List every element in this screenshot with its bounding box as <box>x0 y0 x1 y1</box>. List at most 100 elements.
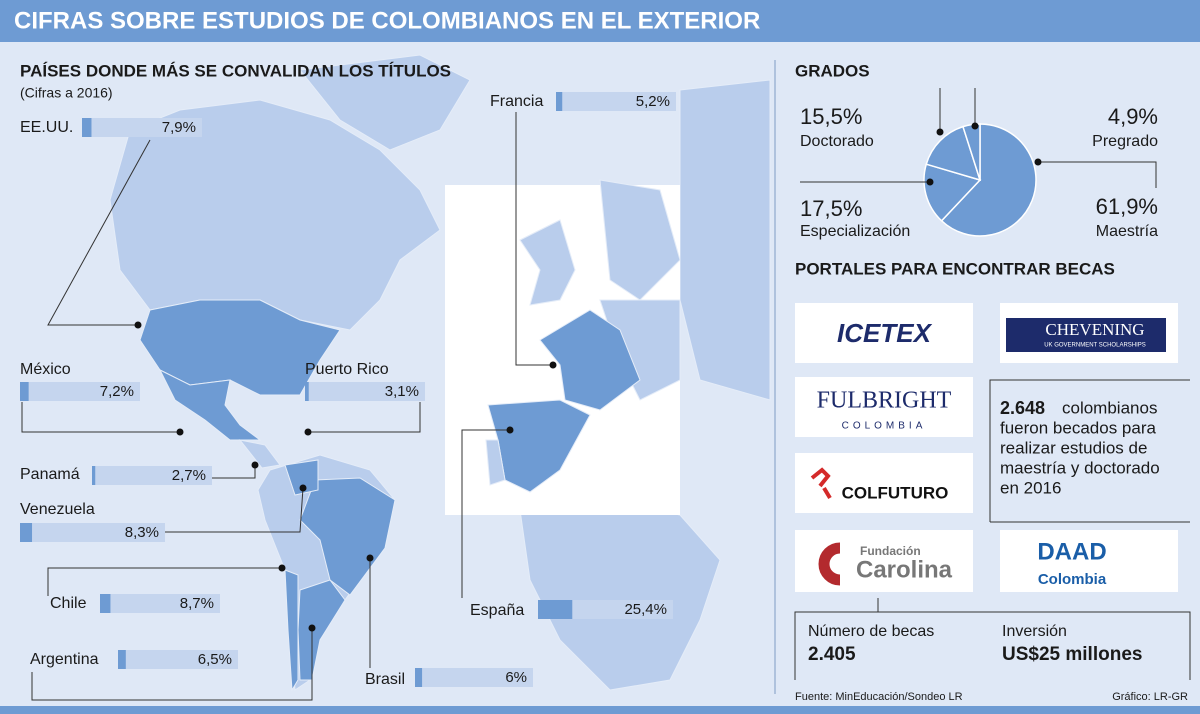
logo-text: Fundación <box>860 544 921 558</box>
value-label: 2,7% <box>172 467 206 484</box>
canada <box>109 99 441 331</box>
note-number: 2.648 <box>1000 398 1045 418</box>
leader-dot <box>549 361 557 369</box>
logo-text: FULBRIGHT <box>817 388 952 414</box>
value-label: 6,5% <box>198 651 232 668</box>
country-label: EE.UU. <box>20 119 73 136</box>
logos: ICETEX CHEVENING UK GOVERNMENT SCHOLARSH… <box>795 303 1178 592</box>
bar <box>556 92 563 111</box>
asia <box>679 79 771 401</box>
pie-value-label: 61,9% <box>1096 194 1158 219</box>
pie-slice <box>923 163 982 222</box>
leader-dot <box>308 624 316 632</box>
pie-leader-dot <box>1034 158 1042 166</box>
bar-track <box>556 92 676 111</box>
country-label: México <box>20 361 71 378</box>
leader-dot <box>506 426 514 434</box>
bar-track <box>415 668 533 687</box>
value-label: 8,3% <box>125 524 159 541</box>
bar-track <box>20 523 165 542</box>
stat-label: Número de becas <box>808 623 934 640</box>
greenland <box>299 54 471 151</box>
mexico <box>158 368 262 441</box>
venezuela <box>284 459 319 496</box>
logo-text: CHEVENING <box>1045 320 1144 339</box>
world-map <box>109 54 771 692</box>
main-title: CIFRAS SOBRE ESTUDIOS DE COLOMBIANOS EN … <box>14 7 760 34</box>
logo-box <box>795 377 973 437</box>
leader <box>515 112 553 366</box>
logo-text: ICETEX <box>837 318 933 348</box>
logo-text: DAAD <box>1037 538 1106 565</box>
bar <box>305 382 309 401</box>
leader <box>31 628 313 701</box>
country-label: Francia <box>490 93 543 110</box>
pie-title: GRADOS <box>795 61 870 80</box>
country-label: Argentina <box>30 651 99 668</box>
leader <box>308 402 421 433</box>
portals-title: PORTALES PARA ENCONTRAR BECAS <box>795 259 1115 278</box>
note-text: en 2016 <box>1000 478 1061 497</box>
bar <box>82 118 92 137</box>
leader-dot <box>176 428 184 436</box>
bar-track <box>20 382 140 401</box>
stat-value: 2.405 <box>808 644 856 665</box>
bar <box>415 668 423 687</box>
chile <box>284 569 299 692</box>
logo-text: COLFUTURO <box>842 483 949 502</box>
map-title: PAÍSES DONDE MÁS SE CONVALIDAN LOS TÍTUL… <box>20 61 451 80</box>
value-label: 3,1% <box>385 383 419 400</box>
leader <box>212 465 256 479</box>
bar <box>118 650 126 669</box>
note-text: maestría y doctorado <box>1000 458 1160 477</box>
leader <box>165 487 304 533</box>
map-subtitle: (Cifras a 2016) <box>20 85 113 101</box>
value-label: 6% <box>505 669 527 686</box>
country-label: España <box>470 602 524 619</box>
value-label: 25,4% <box>624 601 667 618</box>
bottom-bar <box>0 706 1200 714</box>
leader <box>21 402 180 433</box>
pie-category: Especialización <box>800 223 910 240</box>
logo-text: COLOMBIA <box>842 421 927 432</box>
bar-track <box>305 382 425 401</box>
pie-chart: 61,9% Maestría 17,5% Especialización 15,5% Do… <box>800 88 1158 240</box>
logo-text: Colombia <box>1038 571 1107 588</box>
country-label: Venezuela <box>20 501 95 518</box>
pie-leader-dot <box>926 178 934 186</box>
pie-value-label: 4,9% <box>1108 104 1158 129</box>
pie-leader <box>1038 161 1157 188</box>
logo-band <box>1006 318 1166 352</box>
bar <box>538 600 573 619</box>
uk <box>519 219 576 306</box>
logo-icon <box>818 542 841 586</box>
value-label: 5,2% <box>636 93 670 110</box>
pie-leader-dot <box>971 122 979 130</box>
scandinavia <box>599 179 681 301</box>
bar-track <box>100 594 220 613</box>
country-label: Brasil <box>365 671 405 688</box>
country-label: Puerto Rico <box>305 361 389 378</box>
note-frame <box>989 379 1190 522</box>
pie-value-label: 17,5% <box>800 196 862 221</box>
leader-dot <box>304 428 312 436</box>
pie-category: Doctorado <box>800 133 874 150</box>
leader-lines <box>21 112 557 701</box>
pie-slice <box>940 123 1037 237</box>
country-label: Panamá <box>20 466 80 483</box>
bar-track <box>82 118 202 137</box>
leader <box>47 139 151 326</box>
central-america <box>238 439 281 469</box>
note-text: colombianos <box>1062 398 1157 417</box>
bar <box>20 382 29 401</box>
france <box>539 309 641 411</box>
leader-dot <box>134 321 142 329</box>
country-label: Chile <box>50 595 87 612</box>
stat-value: US$25 millones <box>1002 644 1142 665</box>
credit: Gráfico: LR-GR <box>1112 691 1188 703</box>
bar-track <box>92 466 212 485</box>
logo-text: UK GOVERNMENT SCHOLARSHIPS <box>1044 343 1146 349</box>
value-label: 7,2% <box>100 383 134 400</box>
bar-labels: EE.UU. 7,9% Francia 5,2% México 7,2% Puerto Ri… <box>20 92 676 688</box>
